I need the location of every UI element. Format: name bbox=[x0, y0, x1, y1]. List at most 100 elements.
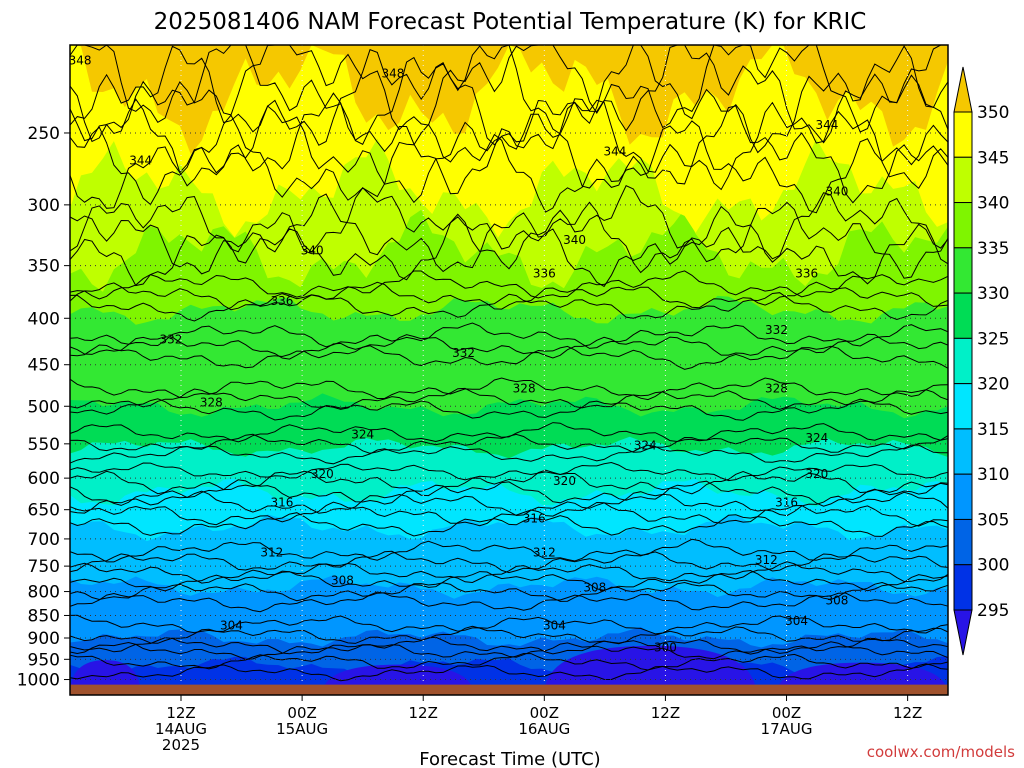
contour-label: 340 bbox=[301, 244, 324, 258]
isentrope-340 bbox=[69, 185, 949, 270]
colorbar-segment bbox=[953, 518, 973, 566]
contour-label: 328 bbox=[200, 395, 223, 409]
contour-label: 332 bbox=[159, 332, 182, 346]
colorbar-segment bbox=[953, 337, 973, 385]
colorbar-segment bbox=[953, 202, 973, 249]
contour-label: 312 bbox=[533, 546, 556, 560]
y-tick-label: 800 bbox=[28, 583, 60, 603]
contour-label: 316 bbox=[523, 512, 546, 526]
contour-label: 328 bbox=[765, 382, 788, 396]
isentrope-344 bbox=[69, 114, 949, 214]
isentrope-contours bbox=[69, 44, 949, 682]
colorbar-label: 335 bbox=[977, 239, 1009, 259]
contour-label: 308 bbox=[331, 574, 354, 588]
x-tick-label: 16AUG bbox=[518, 720, 570, 738]
y-tick-label: 600 bbox=[28, 469, 60, 489]
colorbar-label: 345 bbox=[977, 148, 1009, 168]
contour-label: 300 bbox=[654, 641, 677, 655]
chart-title: 2025081406 NAM Forecast Potential Temper… bbox=[154, 9, 867, 35]
isentrope-340 bbox=[69, 193, 949, 279]
contour-label: 320 bbox=[553, 474, 576, 488]
isentrope-308 bbox=[69, 591, 949, 613]
colorbar-segment bbox=[953, 156, 973, 204]
isentrope-324 bbox=[69, 444, 949, 465]
y-tick-label: 650 bbox=[28, 501, 60, 521]
isentrope-316 bbox=[69, 512, 949, 537]
colorbar-segment bbox=[953, 111, 973, 158]
isentrope-336 bbox=[69, 292, 949, 322]
contour-label: 348 bbox=[381, 67, 404, 81]
y-tick-label: 550 bbox=[28, 435, 60, 455]
colorbar-max-arrow bbox=[953, 66, 973, 113]
x-tick-label: 00Z bbox=[530, 704, 559, 722]
contour-label: 320 bbox=[805, 467, 828, 481]
contour-label: 324 bbox=[634, 438, 657, 452]
colorbar-segment bbox=[953, 383, 973, 430]
colorbar-min-arrow bbox=[953, 609, 973, 656]
contour-label: 336 bbox=[533, 266, 556, 280]
isentrope-300 bbox=[69, 641, 949, 660]
colorbar-label: 350 bbox=[977, 103, 1009, 123]
colorbar: 350 345 340 335 330 325 320 315 310 305 300 295 bbox=[953, 66, 1009, 656]
colorbar-segment bbox=[953, 473, 973, 520]
contour-label: 328 bbox=[513, 382, 536, 396]
isentrope-336 bbox=[69, 270, 949, 300]
contour-label: 308 bbox=[826, 593, 849, 607]
colorbar-label: 295 bbox=[977, 601, 1009, 621]
isentrope-332 bbox=[69, 322, 949, 349]
contour-label: 336 bbox=[795, 266, 818, 280]
contour-label: 348 bbox=[69, 53, 92, 67]
x-tick-label: 2025 bbox=[162, 736, 200, 754]
isentrope-320 bbox=[69, 461, 949, 482]
x-tick-label: 14AUG bbox=[155, 720, 207, 738]
contour-label: 304 bbox=[785, 614, 808, 628]
colorbar-label: 305 bbox=[977, 510, 1009, 530]
contour-label: 332 bbox=[765, 323, 788, 337]
contour-label: 332 bbox=[452, 346, 475, 360]
credit-link[interactable]: coolwx.com/models bbox=[867, 743, 1015, 761]
isentrope-324 bbox=[69, 433, 949, 454]
x-tick-label: 15AUG bbox=[276, 720, 328, 738]
y-tick-label: 400 bbox=[28, 309, 60, 329]
colorbar-label: 325 bbox=[977, 329, 1009, 349]
isentrope-328 bbox=[69, 377, 949, 401]
contour-label: 344 bbox=[129, 153, 152, 167]
y-tick-label: 700 bbox=[28, 530, 60, 550]
band-350 bbox=[70, 45, 948, 155]
isentrope-304 bbox=[69, 625, 949, 645]
isentrope-312 bbox=[69, 538, 949, 563]
contour-label: 340 bbox=[563, 233, 586, 247]
colorbar-segment bbox=[953, 428, 973, 475]
contour-label: 316 bbox=[775, 495, 798, 509]
ground-bar bbox=[70, 684, 948, 695]
y-axis: 250 300 350 400 450 500 550 600 650 700 750 800 850 9… bbox=[17, 124, 70, 691]
isentrope-312 bbox=[69, 561, 949, 584]
contour-label: 324 bbox=[351, 427, 374, 441]
isentrope-300 bbox=[69, 663, 949, 682]
contour-label: 304 bbox=[220, 619, 243, 633]
isentrope-324 bbox=[69, 422, 949, 443]
y-tick-label: 750 bbox=[28, 557, 60, 577]
contour-label: 324 bbox=[805, 431, 828, 445]
y-tick-label: 450 bbox=[28, 356, 60, 376]
isentrope-320 bbox=[69, 469, 949, 497]
y-tick-label: 300 bbox=[28, 196, 60, 216]
contour-label: 320 bbox=[311, 467, 334, 481]
isentrope-308 bbox=[69, 569, 949, 592]
x-tick-label: 00Z bbox=[287, 704, 316, 722]
isentrope-316 bbox=[69, 501, 949, 527]
isentrope-328 bbox=[69, 398, 949, 421]
colorbar-segment bbox=[953, 247, 973, 294]
colorbar-label: 315 bbox=[977, 420, 1009, 440]
colorbar-label: 310 bbox=[977, 465, 1009, 485]
x-tick-label: 00Z bbox=[772, 704, 801, 722]
x-axis-label: Forecast Time (UTC) bbox=[419, 749, 600, 768]
colorbar-label: 300 bbox=[977, 556, 1009, 576]
contour-label: 312 bbox=[260, 546, 283, 560]
plot-frame bbox=[69, 44, 949, 696]
isentrope-312 bbox=[69, 550, 949, 574]
grid-lines bbox=[70, 45, 948, 695]
isentrope-340 bbox=[69, 205, 949, 288]
